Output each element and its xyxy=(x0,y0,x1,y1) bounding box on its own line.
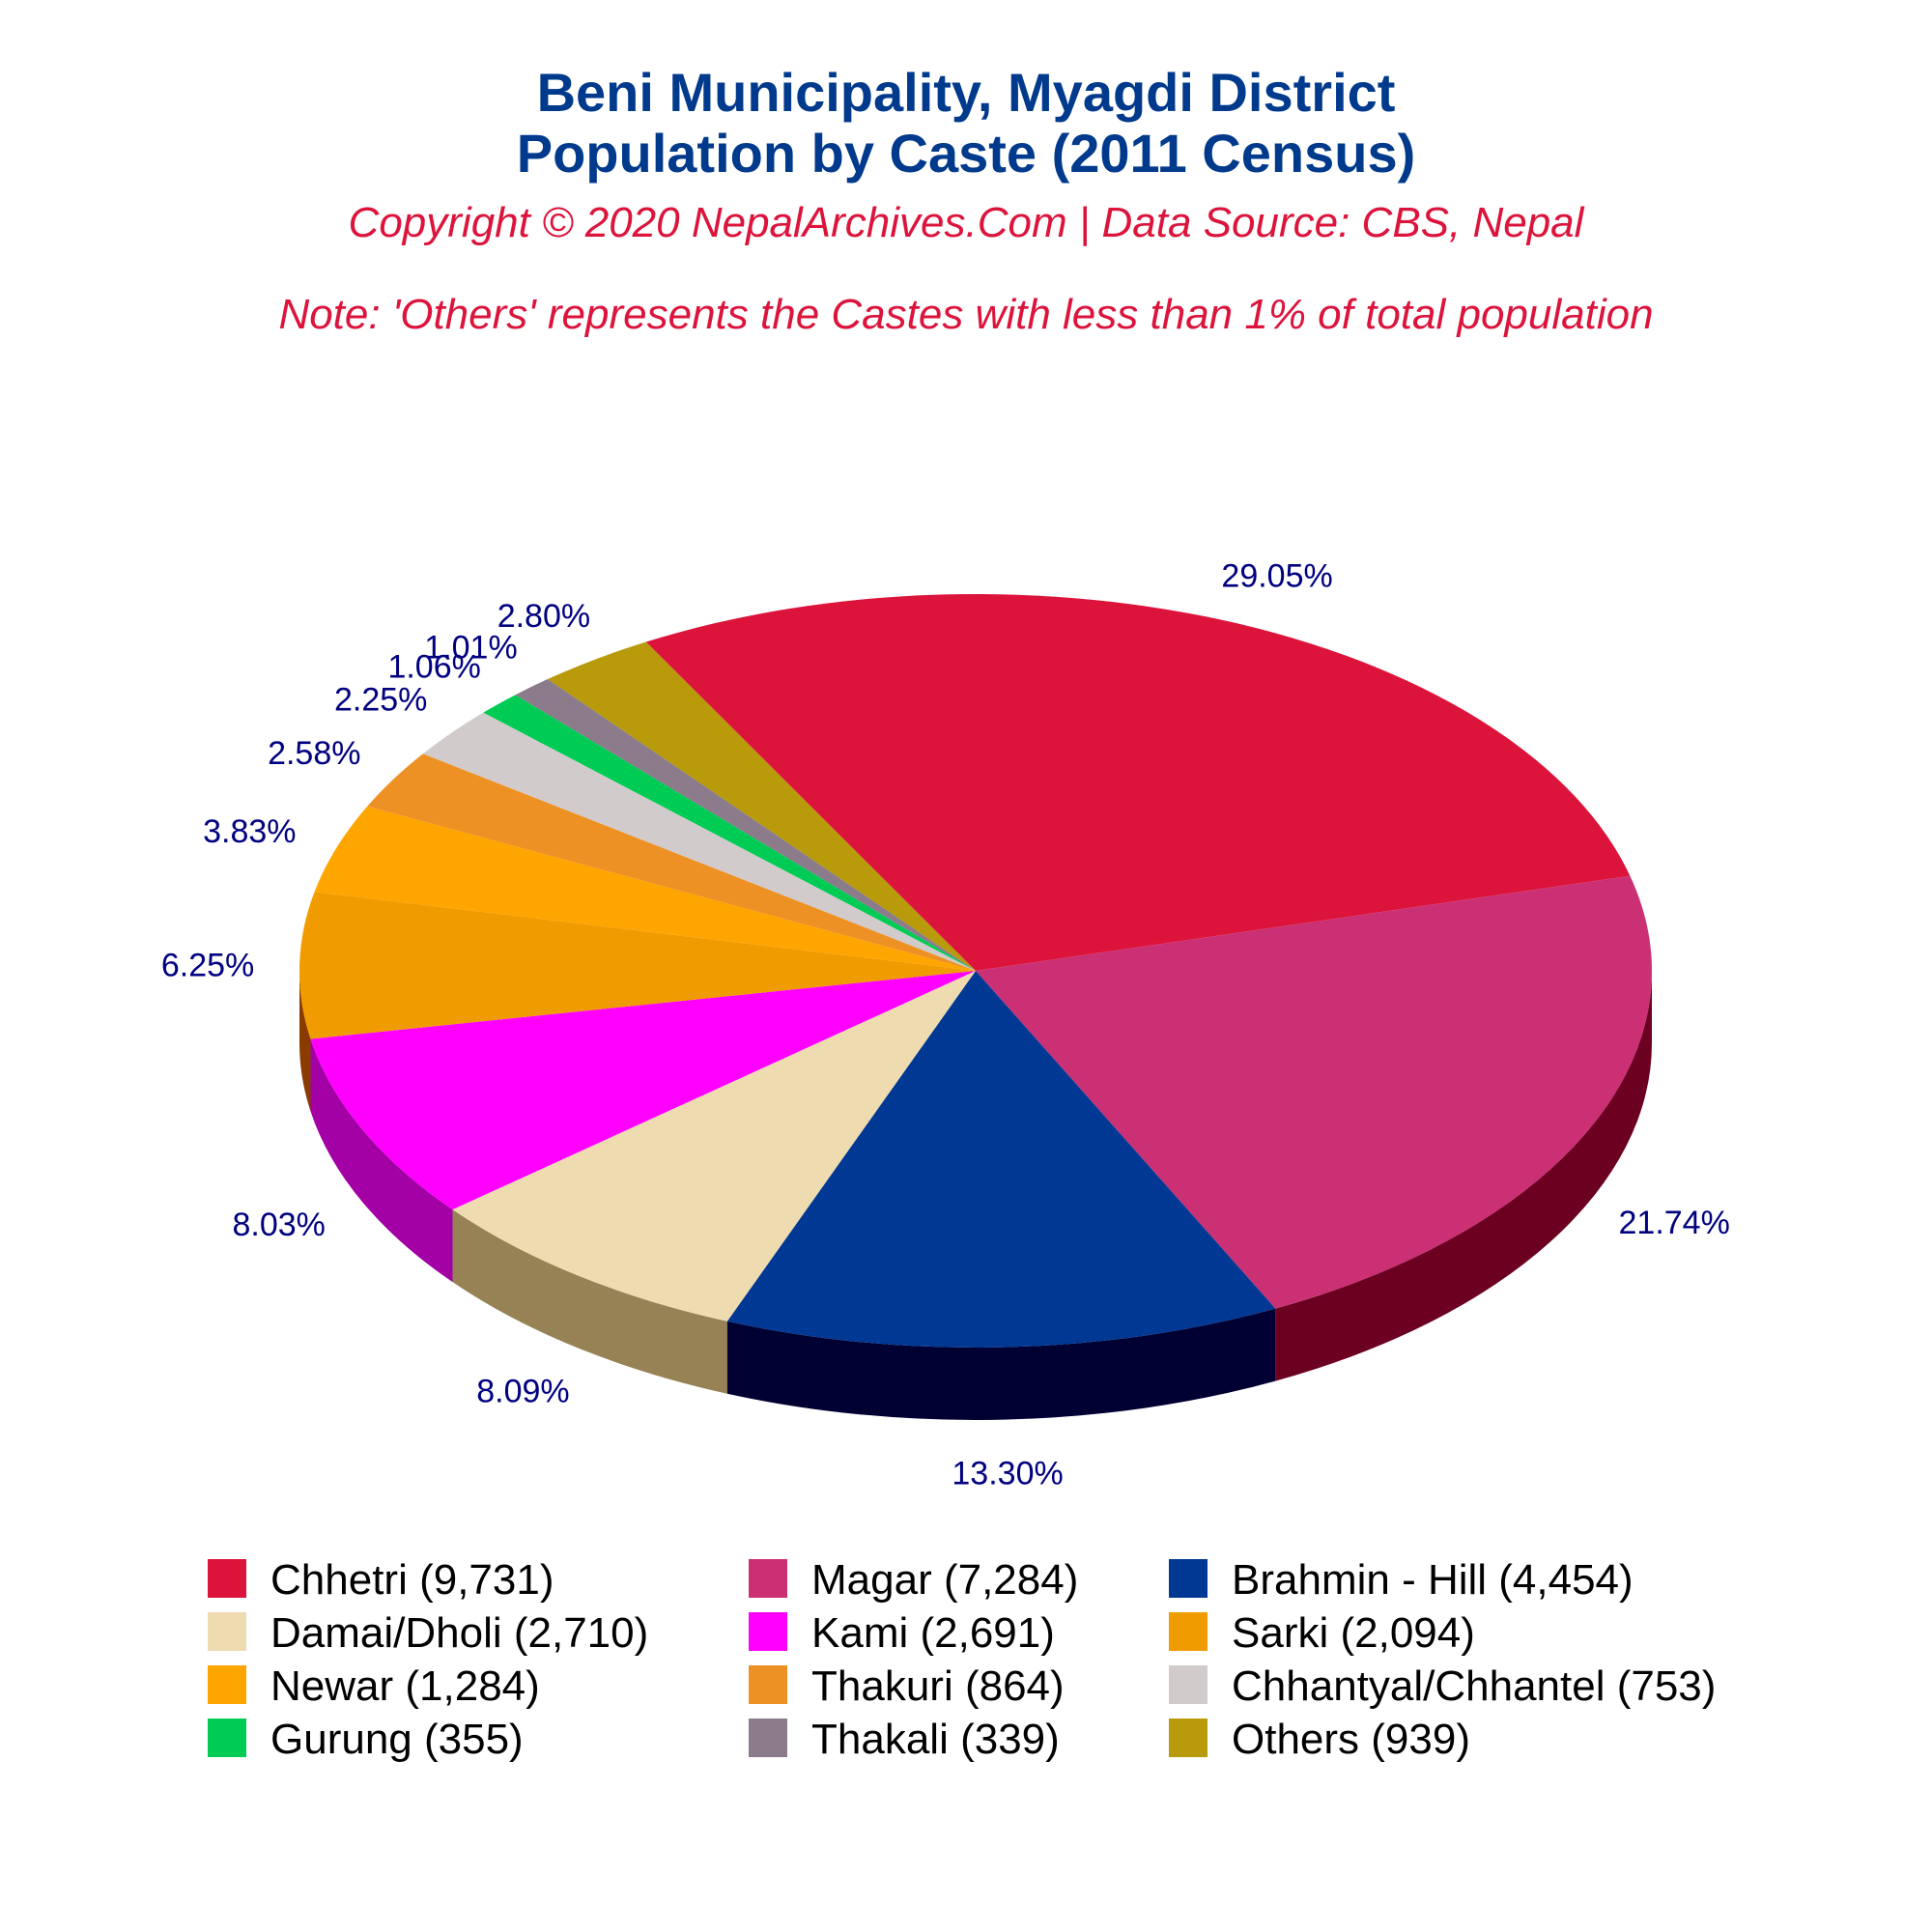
legend-swatch-thakali xyxy=(749,1719,787,1757)
legend-label-others: Others (939) xyxy=(1232,1716,1470,1763)
percent-label-brahmin-hill: 13.30% xyxy=(952,1456,1063,1492)
legend-swatch-sarki xyxy=(1169,1612,1208,1651)
legend-swatch-kami xyxy=(749,1612,787,1651)
legend-label-sarki: Sarki (2,094) xyxy=(1232,1609,1475,1657)
pie-slice-thakuri xyxy=(367,753,976,971)
legend-swatch-magar xyxy=(749,1559,787,1598)
legend-label-brahmin-hill: Brahmin - Hill (4,454) xyxy=(1232,1556,1634,1604)
legend-label-gurung: Gurung (355) xyxy=(270,1716,524,1763)
legend-label-thakali: Thakali (339) xyxy=(811,1716,1060,1763)
legend: Chhetri (9,731) Magar (7,284) Brahmin - Hi… xyxy=(208,1556,1716,1763)
pie-slice-chhantyal-chhantel xyxy=(422,712,976,971)
percent-label-chhantyal-chhantel: 2.25% xyxy=(334,682,427,719)
percent-labels: 29.05% 21.74% 13.30% 8.09% 8.03% 6.25% 3.83% 2.… xyxy=(161,558,1730,1492)
pie-slice-sarki xyxy=(298,892,976,1039)
chart-title-line1: Beni Municipality, Myagdi District xyxy=(537,62,1396,123)
legend-swatch-chhetri xyxy=(208,1559,246,1598)
pie-slice-newar xyxy=(314,806,976,971)
percent-label-gurung: 1.06% xyxy=(387,648,480,685)
legend-swatch-thakuri xyxy=(749,1665,787,1704)
percent-label-thakuri: 2.58% xyxy=(268,735,360,772)
chart-title-line2: Population by Caste (2011 Census) xyxy=(517,123,1415,184)
legend-label-chhantyal-chhantel: Chhantyal/Chhantel (753) xyxy=(1232,1662,1716,1710)
percent-label-kami: 8.03% xyxy=(232,1207,325,1243)
pie-slice-chhetri xyxy=(645,594,1631,971)
percent-label-thakali: 1.01% xyxy=(424,630,517,667)
legend-label-newar: Newar (1,284) xyxy=(270,1662,540,1710)
legend-label-thakuri: Thakuri (864) xyxy=(811,1662,1065,1710)
copyright-text: Copyright © 2020 NepalArchives.Com | Dat… xyxy=(349,199,1585,246)
pie-side-magar xyxy=(1275,971,1652,1381)
legend-swatch-chhantyal-chhantel xyxy=(1169,1665,1208,1704)
pie-side-brahmin-hill xyxy=(726,1308,1276,1421)
legend-swatch-brahmin-hill xyxy=(1169,1559,1208,1598)
pie-slice-thakali xyxy=(515,679,976,971)
legend-label-kami: Kami (2,691) xyxy=(811,1609,1055,1657)
pie-slice-kami xyxy=(310,971,976,1210)
percent-label-sarki: 6.25% xyxy=(161,947,254,983)
percent-label-magar: 21.74% xyxy=(1619,1205,1730,1241)
percent-label-damai-dholi: 8.09% xyxy=(476,1373,569,1409)
pie-layer xyxy=(298,594,1652,1421)
legend-swatch-damai-dholi xyxy=(208,1612,246,1651)
legend-label-magar: Magar (7,284) xyxy=(811,1556,1078,1604)
pie-side-sarki xyxy=(299,971,311,1112)
percent-label-others: 2.80% xyxy=(497,598,590,635)
legend-swatch-newar xyxy=(208,1665,246,1704)
pie-slice-damai-dholi xyxy=(452,971,976,1321)
pie-side-kami xyxy=(310,1038,453,1283)
pie-slice-magar xyxy=(976,875,1652,1309)
pie-side-damai-dholi xyxy=(452,1209,727,1394)
pie-slice-gurung xyxy=(483,695,976,971)
legend-swatch-gurung xyxy=(208,1719,246,1757)
pie-slice-others xyxy=(547,641,976,971)
pie-slice-brahmin-hill xyxy=(726,971,1276,1348)
legend-label-chhetri: Chhetri (9,731) xyxy=(270,1556,554,1604)
legend-swatch-others xyxy=(1169,1719,1208,1757)
percent-label-chhetri: 29.05% xyxy=(1221,558,1332,595)
legend-label-damai-dholi: Damai/Dholi (2,710) xyxy=(270,1609,648,1657)
note-text: Note: 'Others' represents the Castes wit… xyxy=(278,291,1653,338)
percent-label-newar: 3.83% xyxy=(203,813,296,850)
